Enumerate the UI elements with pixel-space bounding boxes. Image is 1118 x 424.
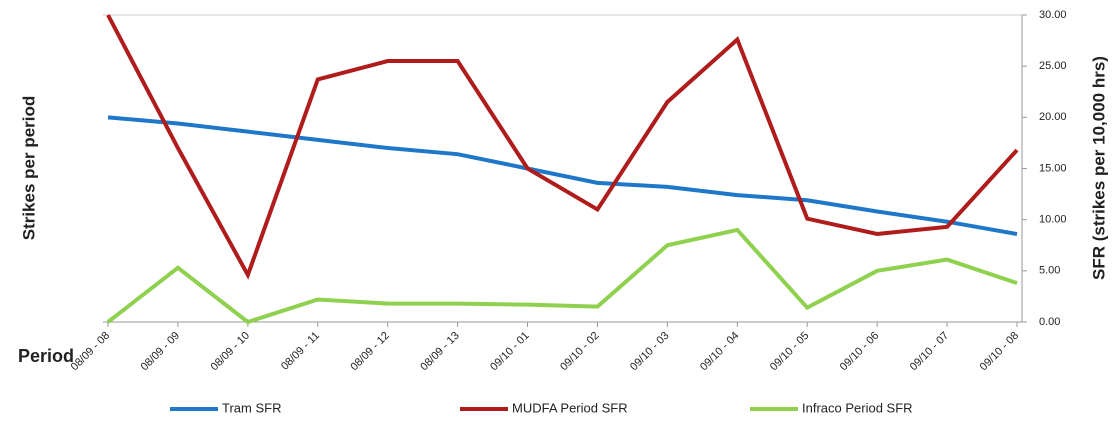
y2-tick-label: 10.00 [1039, 214, 1067, 226]
legend-label: MUDFA Period SFR [512, 400, 628, 415]
x-tick-label: 08/09 - 13 [418, 330, 462, 374]
x-tick-label: 09/10 - 07 [908, 330, 952, 374]
y2-tick-label: 15.00 [1039, 162, 1067, 174]
series-line [106, 14, 1019, 280]
y-axis-title: Strikes per period [19, 96, 38, 241]
x-tick-label: 09/10 - 01 [488, 330, 532, 374]
legend-label: Tram SFR [222, 400, 281, 415]
y2-tick-label: 30.00 [1039, 9, 1067, 21]
y2-axis-title: SFR (strikes per 10,000 hrs) [1089, 56, 1108, 280]
x-tick-label: 09/10 - 08 [978, 330, 1022, 374]
x-tick-label: 08/09 - 11 [279, 330, 322, 373]
y2-tick-label: 25.00 [1039, 60, 1067, 72]
x-tick-label: 09/10 - 05 [768, 330, 812, 374]
x-axis-title: Period [18, 346, 74, 366]
legend-label: Infraco Period SFR [802, 400, 913, 415]
x-tick-label: 08/09 - 08 [69, 330, 113, 374]
x-tick-label: 09/10 - 03 [628, 330, 672, 374]
x-tick-label: 09/10 - 04 [698, 330, 742, 374]
x-tick-label: 09/10 - 06 [838, 330, 882, 374]
y2-tick-label: 0.00 [1039, 316, 1060, 328]
x-tick-label: 09/10 - 02 [558, 330, 602, 374]
x-tick-label: 08/09 - 09 [139, 330, 183, 374]
y2-tick-label: 5.00 [1039, 265, 1060, 277]
x-tick-label: 08/09 - 10 [209, 330, 253, 374]
y2-tick-label: 20.00 [1039, 111, 1067, 123]
x-tick-label: 08/09 - 12 [348, 330, 392, 374]
series-line [106, 227, 1018, 325]
series-line [107, 115, 1018, 236]
